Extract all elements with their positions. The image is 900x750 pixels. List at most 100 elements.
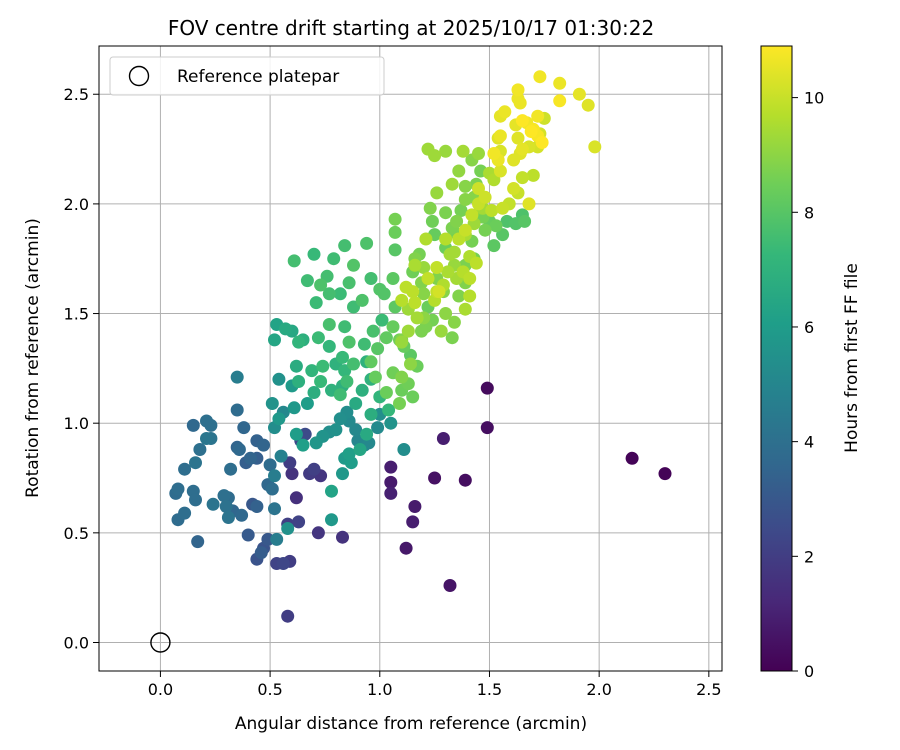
data-point xyxy=(276,557,290,570)
data-point xyxy=(421,272,435,285)
data-point xyxy=(472,147,485,160)
data-point xyxy=(507,182,521,195)
data-point xyxy=(292,515,306,529)
data-point xyxy=(384,486,398,500)
data-point xyxy=(658,467,672,481)
data-point xyxy=(458,302,472,316)
data-point xyxy=(439,307,453,320)
data-point xyxy=(357,337,371,351)
data-point xyxy=(496,201,510,215)
data-point xyxy=(450,214,464,228)
data-point xyxy=(360,236,374,250)
data-point xyxy=(243,451,257,465)
y-axis-label: Rotation from reference (arcmin) xyxy=(23,218,43,498)
data-point xyxy=(178,506,192,520)
data-point xyxy=(415,324,428,338)
data-point xyxy=(493,164,507,178)
reference-marker xyxy=(150,632,171,653)
data-point xyxy=(230,403,244,417)
data-point xyxy=(287,401,301,415)
chart-title: FOV centre drift starting at 2025/10/17 … xyxy=(168,16,654,40)
data-point xyxy=(189,456,202,470)
data-point xyxy=(439,206,453,220)
data-point xyxy=(518,214,532,228)
data-point xyxy=(487,239,501,253)
data-point xyxy=(452,164,466,178)
data-point xyxy=(526,168,540,182)
data-point xyxy=(206,497,220,511)
data-point xyxy=(428,471,442,485)
data-point xyxy=(250,500,264,513)
data-point xyxy=(230,370,244,384)
data-point xyxy=(553,94,567,108)
data-point xyxy=(257,438,270,452)
data-point xyxy=(456,144,470,158)
data-point xyxy=(325,513,338,527)
colorbar-label: Hours from first FF file xyxy=(842,263,862,453)
data-point xyxy=(322,318,336,331)
data-point xyxy=(458,179,472,193)
data-point xyxy=(425,214,439,228)
legend-box xyxy=(109,56,385,96)
data-point xyxy=(531,109,545,123)
data-point xyxy=(428,149,442,163)
data-point xyxy=(430,186,444,200)
data-point xyxy=(371,421,385,435)
data-point xyxy=(511,83,525,97)
data-point xyxy=(366,324,380,338)
data-point xyxy=(377,287,391,301)
data-point xyxy=(454,204,468,217)
data-point xyxy=(417,287,431,301)
data-point xyxy=(292,335,306,349)
data-point xyxy=(388,225,402,239)
data-point xyxy=(336,530,349,544)
colorbar: 0 2 4 6 8 10 Hours from first FF file xyxy=(760,45,862,681)
data-point xyxy=(289,359,303,373)
data-point xyxy=(287,254,301,268)
colorbar-tick-label: 10 xyxy=(804,89,824,108)
data-point xyxy=(217,489,231,503)
data-point xyxy=(386,320,400,334)
data-point xyxy=(333,388,347,402)
data-point xyxy=(329,423,343,437)
data-point xyxy=(340,375,354,388)
data-point xyxy=(581,98,595,112)
data-point xyxy=(393,397,406,410)
data-point xyxy=(272,372,286,386)
data-point xyxy=(408,258,422,272)
data-point xyxy=(469,256,483,270)
data-point xyxy=(338,239,352,253)
data-point xyxy=(395,293,409,307)
data-point xyxy=(511,131,525,145)
data-point xyxy=(200,414,213,428)
data-point xyxy=(439,232,453,246)
data-point xyxy=(395,335,409,349)
data-point xyxy=(436,432,450,445)
data-point xyxy=(178,462,192,476)
data-point xyxy=(445,177,459,191)
data-point xyxy=(406,515,420,529)
data-point xyxy=(307,247,321,261)
data-point xyxy=(311,526,325,540)
data-point xyxy=(309,436,323,450)
data-point xyxy=(419,232,433,246)
x-tick-label: 2.5 xyxy=(696,680,721,699)
data-point xyxy=(408,296,422,310)
data-point xyxy=(347,258,360,272)
data-point xyxy=(268,333,281,347)
data-point xyxy=(353,443,367,456)
y-tick-label: 1.0 xyxy=(64,414,89,433)
data-point xyxy=(191,535,205,549)
data-point xyxy=(463,289,477,303)
data-points xyxy=(169,70,672,623)
data-point xyxy=(384,460,398,474)
data-point xyxy=(404,357,417,371)
data-point xyxy=(388,212,402,226)
data-point xyxy=(397,443,411,456)
data-point xyxy=(515,142,529,156)
data-point xyxy=(270,532,284,546)
data-point xyxy=(515,171,529,185)
data-point xyxy=(364,272,378,285)
data-point xyxy=(386,272,400,285)
data-point xyxy=(375,313,389,327)
